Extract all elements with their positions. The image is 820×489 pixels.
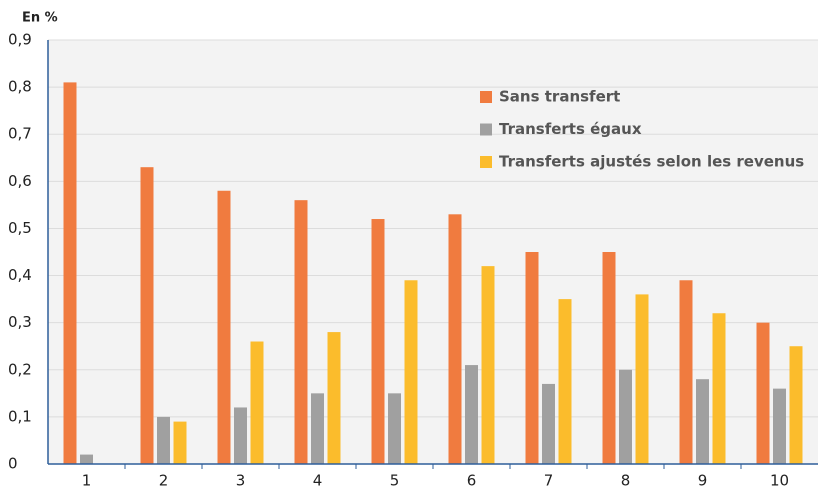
bar <box>63 82 77 465</box>
bar <box>542 383 555 464</box>
y-tick-label: 0,9 <box>8 31 32 49</box>
bar <box>635 294 649 464</box>
bar <box>481 266 495 464</box>
bar <box>789 346 803 464</box>
x-tick-label: 3 <box>236 472 246 489</box>
y-tick-label: 0,2 <box>8 360 32 378</box>
bar <box>525 252 539 464</box>
y-tick-label: 0,7 <box>8 125 32 143</box>
x-tick-label: 4 <box>313 472 323 489</box>
legend-swatch <box>480 123 492 136</box>
x-tick-label: 7 <box>544 472 554 489</box>
y-tick-label: 0,8 <box>8 78 32 96</box>
bar <box>140 167 154 464</box>
bar <box>465 365 478 464</box>
bar <box>619 369 632 464</box>
bar <box>217 190 231 464</box>
bar <box>388 393 401 464</box>
bar <box>404 280 418 464</box>
legend-label: Transferts égaux <box>499 120 642 138</box>
bar <box>679 280 693 464</box>
y-tick-label: 0,4 <box>8 266 32 284</box>
y-tick-label: 0,6 <box>8 172 32 190</box>
bar <box>234 407 247 464</box>
x-tick-label: 10 <box>770 472 789 489</box>
legend-label: Transferts ajustés selon les revenus <box>499 153 804 171</box>
x-tick-label: 9 <box>698 472 708 489</box>
x-tick-label: 2 <box>159 472 169 489</box>
y-axis-label: En % <box>22 11 58 26</box>
x-tick-label: 8 <box>621 472 631 489</box>
bar <box>327 332 341 464</box>
bar <box>157 416 170 464</box>
legend-label: Sans transfert <box>499 88 620 106</box>
bar <box>558 299 572 464</box>
bar <box>173 421 187 464</box>
bar <box>311 393 324 464</box>
bar <box>294 200 308 464</box>
x-tick-label: 1 <box>82 472 92 489</box>
legend-swatch <box>480 156 492 168</box>
bar <box>448 214 462 464</box>
x-tick-label: 6 <box>467 472 477 489</box>
y-tick-label: 0,1 <box>8 407 32 425</box>
bar <box>756 322 770 464</box>
legend-swatch <box>480 91 492 103</box>
bar <box>712 313 726 464</box>
y-tick-label: 0 <box>8 455 18 473</box>
bar <box>80 454 93 464</box>
bar <box>602 252 616 464</box>
bar <box>371 219 385 464</box>
y-tick-label: 0,5 <box>8 219 32 237</box>
y-tick-label: 0,3 <box>8 313 32 331</box>
bar <box>250 341 264 464</box>
bar <box>773 388 786 464</box>
bar <box>696 379 709 464</box>
x-tick-label: 5 <box>390 472 400 489</box>
